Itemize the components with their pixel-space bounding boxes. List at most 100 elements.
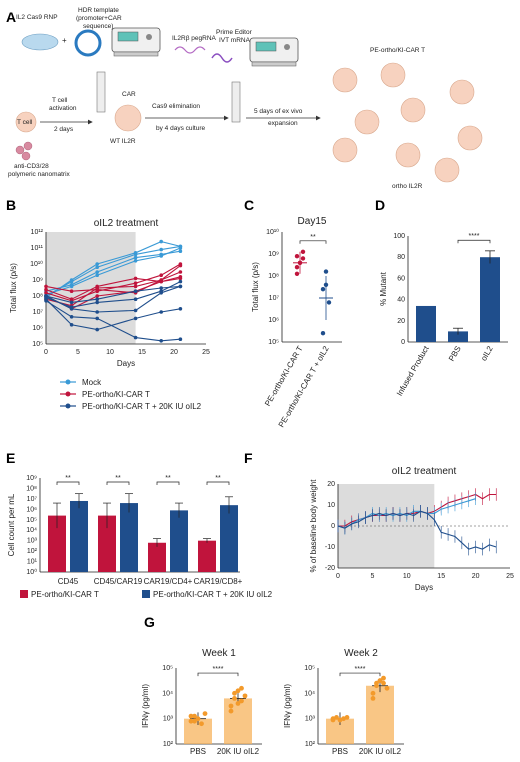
chart-b-point	[133, 276, 138, 281]
mrna-icon	[211, 53, 233, 63]
chart-f-ytick: -20	[325, 565, 335, 572]
chart-b-xtick: 5	[76, 349, 80, 356]
chart-b-ytick: 10¹⁰	[30, 260, 43, 268]
chart-f-ytick: 0	[331, 523, 335, 530]
chart-b-point	[44, 299, 48, 303]
legend-e-label: PE-ortho/KI-CAR T + 20K IU oIL2	[153, 590, 273, 599]
chart-e-bar	[170, 510, 188, 572]
chart-e-ytick: 10⁰	[26, 568, 37, 576]
chart-g-point	[192, 713, 197, 719]
pegrna-icon	[174, 46, 206, 54]
chart-b-ytick: 10⁸	[32, 293, 43, 300]
chart-g2: Week 2 10² 10³ 10⁴ 10⁵ IFNγ (pg/ml) PBS 20K IU …	[283, 648, 404, 756]
chart-g-point	[195, 716, 201, 722]
chart-e-category: CAR19/CD8+	[194, 577, 243, 586]
label-hdr-3: sequence)	[83, 23, 113, 30]
chart-d-bar	[416, 305, 436, 342]
panel-letter-c: C	[244, 197, 254, 213]
chart-b-ylabel: Total flux (p/s)	[9, 263, 18, 313]
chart-b-xtick: 10	[106, 349, 114, 356]
chart-b-point	[95, 273, 99, 278]
chart-b-point	[69, 289, 74, 294]
chart-e-bar	[48, 515, 66, 572]
chart-g-category: 20K IU oIL2	[359, 747, 402, 756]
expanded-cell-1	[380, 62, 406, 88]
chart-d-ytick: 100	[393, 233, 405, 240]
panel-letter-f: F	[244, 450, 253, 466]
chart-c-ytick: 10¹⁰	[266, 228, 279, 236]
chart-g-category: PBS	[332, 747, 348, 756]
chart-b-point	[69, 315, 74, 319]
chart-b-series-line	[45, 285, 181, 303]
chart-c-point	[320, 331, 326, 336]
chart-f-xlabel: Days	[415, 583, 433, 592]
chart-b-point	[44, 291, 48, 295]
chart-b-series-line	[45, 241, 181, 299]
chart-g-bar	[366, 685, 394, 744]
chart-b-point	[95, 265, 99, 270]
chart-g-point	[370, 690, 376, 696]
chart-d-category: PBS	[447, 345, 463, 363]
chart-d-ytick: 40	[397, 297, 405, 304]
expanded-cell-5	[395, 142, 421, 168]
chart-g1: Week 1 10² 10³ 10⁴ 10⁵ IFNγ (pg/ml) PBS 20K IU …	[141, 648, 262, 756]
chart-b-point	[95, 327, 99, 332]
chart-b-point	[95, 284, 99, 289]
panel-letter-b: B	[6, 197, 16, 213]
chart-c-significance: **	[310, 234, 316, 241]
chart-g2-title: Week 2	[344, 648, 378, 659]
label-rnp: IL2 Cas9 RNP	[16, 14, 58, 21]
chart-e-bar	[220, 505, 238, 572]
label-pegrna: IL2Rβ pegRNA	[172, 35, 217, 42]
chart-b-series-line	[45, 247, 181, 295]
cuvette-2	[231, 81, 241, 123]
chart-f-ytick: 20	[327, 481, 335, 488]
chart-b-series-line	[45, 285, 181, 313]
chart-e-ytick: 10¹	[27, 559, 38, 566]
label-activation-2: activation	[49, 105, 77, 112]
chart-e-ytick: 10⁴	[26, 527, 37, 534]
legend-b-label: PE-ortho/KI-CAR T + 20K IU oIL2	[82, 402, 202, 411]
panel-letter-d: D	[375, 197, 385, 213]
chart-b-xlabel: Days	[117, 359, 135, 368]
chart-g-ytick: 10³	[163, 716, 174, 723]
chart-g-point	[239, 685, 244, 691]
chart-b-point	[133, 281, 138, 286]
chart-g-point	[330, 717, 336, 723]
label-nanomatrix: polymeric nanomatrix	[8, 171, 71, 178]
chart-e-bar	[198, 540, 216, 572]
chart-b-point	[159, 247, 163, 252]
chart-b-point	[178, 276, 183, 281]
label-expansion-1: 5 days of ex vivo	[254, 108, 303, 115]
chart-b-point	[178, 263, 183, 268]
chart-g-point	[381, 675, 386, 681]
label-activation-1: T cell	[52, 97, 68, 104]
chart-e-significance: **	[115, 475, 121, 482]
chart-f-title: oIL2 treatment	[392, 466, 457, 477]
label-tcell: T cell	[17, 119, 33, 126]
chart-e-category: CAR19/CD4+	[144, 577, 193, 586]
chart-g-significance: ****	[355, 666, 366, 673]
chart-b-point	[159, 339, 163, 343]
chart-d-category: oIL2	[479, 344, 495, 362]
chart-f-xtick: 10	[403, 573, 411, 580]
plasmid-icon	[74, 29, 102, 57]
chart-b-ytick: 10⁹	[32, 277, 43, 284]
label-cas9-2: by 4 days culture	[156, 125, 206, 132]
chart-f-xtick: 20	[472, 573, 480, 580]
chart-b-ytick: 10⁶	[32, 325, 43, 332]
chart-g-point	[235, 688, 241, 694]
chart-b-point	[44, 294, 48, 298]
expanded-cell-4	[332, 137, 358, 163]
chart-c-point	[326, 300, 332, 305]
chart-g-point	[235, 701, 241, 706]
label-anti-cd3: anti-CD3/28	[14, 163, 49, 170]
chart-d-ylabel: % Mutant	[379, 271, 388, 306]
legend-e-label: PE-ortho/KI-CAR T	[31, 590, 99, 599]
chart-g-point	[192, 718, 197, 724]
chart-b-ytick: 10¹²	[31, 229, 44, 236]
expanded-cell-2	[400, 97, 426, 123]
chart-g-point	[377, 678, 383, 684]
plus-sign-1: +	[62, 36, 67, 45]
